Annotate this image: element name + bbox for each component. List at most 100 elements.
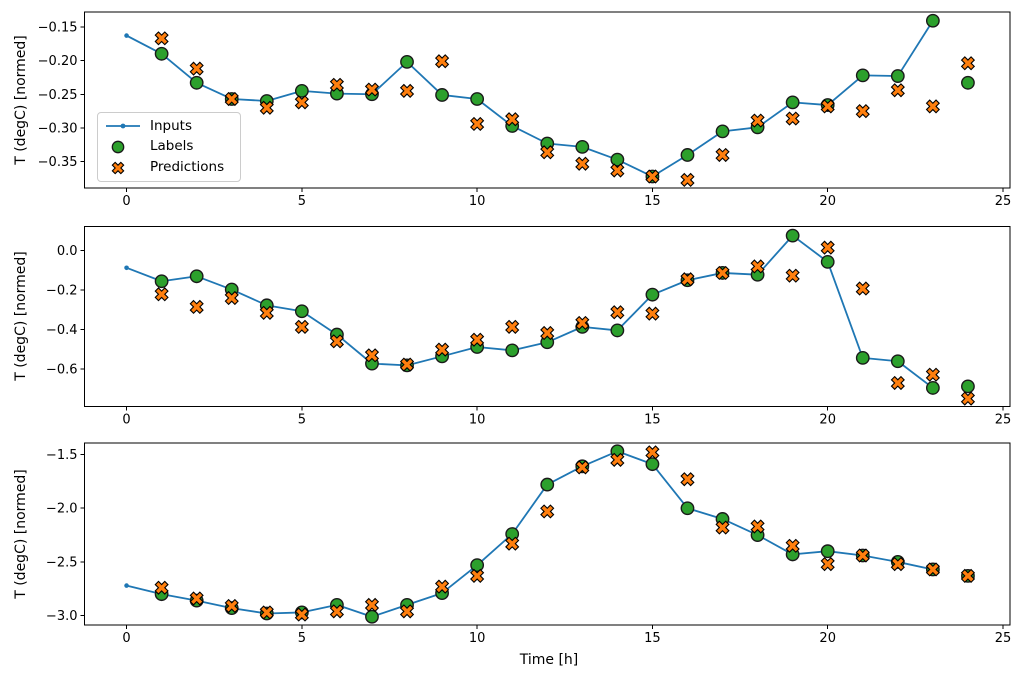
label-point bbox=[890, 69, 905, 83]
label-point bbox=[820, 254, 835, 269]
y-tick-label: 0.0 bbox=[57, 244, 78, 259]
prediction-point bbox=[610, 305, 625, 320]
prediction-point bbox=[890, 556, 905, 572]
y-tick-label: −0.20 bbox=[38, 54, 78, 69]
prediction-point bbox=[329, 334, 345, 349]
prediction-point bbox=[750, 259, 765, 274]
y-tick-label: −3.0 bbox=[46, 609, 78, 624]
inputs-line-icon bbox=[106, 123, 140, 129]
label-point bbox=[680, 501, 695, 516]
prediction-point bbox=[575, 315, 590, 331]
prediction-point bbox=[680, 272, 695, 287]
label-point bbox=[400, 55, 414, 69]
inputs-line bbox=[126, 450, 934, 618]
label-point bbox=[435, 88, 449, 102]
prediction-point bbox=[189, 591, 204, 606]
label-point bbox=[470, 558, 485, 573]
prediction-point bbox=[680, 472, 695, 487]
x-tick-label: 0 bbox=[122, 631, 130, 646]
prediction-point bbox=[960, 56, 976, 71]
x-tick-label: 20 bbox=[819, 194, 836, 209]
prediction-point bbox=[329, 604, 345, 619]
label-point bbox=[610, 152, 625, 167]
prediction-point bbox=[505, 319, 520, 334]
label-point bbox=[855, 68, 870, 83]
subplot-2: 0 5 10 15 20 25 0.0 −0.2 −0.4 −0.6 bbox=[46, 226, 1011, 428]
axes-frame bbox=[84, 226, 1011, 407]
prediction-point bbox=[294, 95, 309, 110]
prediction-point bbox=[575, 156, 590, 171]
label-point bbox=[154, 46, 169, 61]
prediction-point bbox=[224, 598, 239, 614]
inputs-point bbox=[124, 33, 129, 38]
prediction-point bbox=[259, 605, 274, 620]
x-tick-label: 10 bbox=[469, 413, 486, 428]
label-point bbox=[575, 139, 590, 154]
x-tick-label: 15 bbox=[644, 631, 661, 646]
label-point bbox=[470, 92, 485, 106]
legend: Inputs Labels Predictions bbox=[97, 112, 241, 182]
x-axis-label: Time [h] bbox=[519, 652, 579, 668]
label-point bbox=[294, 304, 309, 319]
legend-label-predictions: Predictions bbox=[150, 158, 225, 175]
label-point bbox=[189, 75, 204, 90]
label-point bbox=[961, 379, 975, 394]
prediction-point bbox=[610, 163, 625, 178]
prediction-point bbox=[364, 82, 380, 97]
inputs-line bbox=[126, 234, 934, 389]
y-axis-label-subplot-1: T (degC) [normed] bbox=[13, 35, 29, 165]
prediction-point bbox=[364, 597, 380, 613]
y-tick-label: −2.5 bbox=[46, 555, 78, 570]
prediction-point bbox=[715, 147, 730, 163]
y-axis-label-subplot-3: T (degC) [normed] bbox=[13, 469, 29, 599]
labels-circle-icon bbox=[111, 140, 125, 154]
x-tick-label: 20 bbox=[819, 631, 836, 646]
prediction-point bbox=[294, 607, 309, 622]
prediction-point bbox=[925, 367, 940, 382]
prediction-point bbox=[820, 240, 835, 255]
prediction-point bbox=[224, 290, 239, 306]
prediction-point bbox=[154, 31, 169, 46]
label-point bbox=[961, 75, 975, 90]
prediction-point bbox=[434, 579, 450, 594]
prediction-point bbox=[399, 604, 415, 619]
prediction-point bbox=[470, 116, 485, 132]
prediction-point bbox=[505, 112, 520, 127]
prediction-point bbox=[925, 99, 940, 114]
prediction-point bbox=[645, 445, 660, 460]
legend-item-inputs: Inputs bbox=[105, 119, 236, 133]
label-point bbox=[294, 83, 309, 98]
prediction-point bbox=[855, 548, 870, 563]
label-point bbox=[820, 544, 835, 559]
prediction-point bbox=[680, 172, 695, 188]
x-tick-label: 5 bbox=[298, 631, 306, 646]
y-tick-label: −0.35 bbox=[38, 155, 78, 170]
legend-label-labels: Labels bbox=[150, 138, 194, 155]
prediction-point bbox=[224, 91, 239, 107]
prediction-point bbox=[189, 299, 204, 315]
prediction-point bbox=[785, 268, 800, 283]
prediction-point bbox=[259, 100, 274, 115]
label-point bbox=[540, 477, 555, 492]
prediction-point bbox=[820, 99, 835, 114]
prediction-point bbox=[855, 281, 870, 296]
prediction-point bbox=[960, 568, 976, 584]
label-point bbox=[925, 381, 940, 395]
label-point bbox=[154, 274, 169, 289]
inputs-point bbox=[124, 265, 129, 271]
predictions-x-icon bbox=[111, 161, 125, 175]
label-point bbox=[189, 269, 204, 284]
y-tick-label: −0.2 bbox=[46, 284, 78, 299]
prediction-point bbox=[960, 391, 976, 406]
prediction-point bbox=[785, 538, 800, 553]
x-tick-label: 0 bbox=[122, 194, 130, 209]
prediction-point bbox=[434, 54, 450, 69]
label-point bbox=[855, 350, 870, 365]
prediction-point bbox=[154, 580, 169, 595]
prediction-point bbox=[820, 556, 835, 572]
prediction-point bbox=[540, 145, 555, 160]
y-tick-label: −0.4 bbox=[46, 323, 78, 338]
inputs-point bbox=[124, 583, 129, 588]
prediction-point bbox=[925, 562, 940, 577]
